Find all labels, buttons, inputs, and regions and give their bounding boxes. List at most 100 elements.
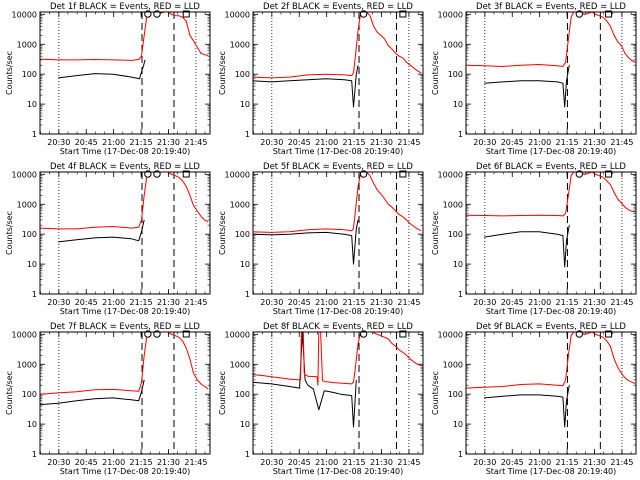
x-tick-label: 21:45 [610,138,633,147]
square-marker [605,170,613,178]
panel-title: Det 1f BLACK = Events, RED = LLD [50,2,200,12]
plot-frame [252,331,424,455]
plot-frame [39,11,211,135]
y-tick-label: 100 [448,70,463,79]
series-events [40,379,145,406]
y-tick-label: 1000 [17,360,37,369]
x-tick-label: 20:30 [47,298,70,307]
y-axis-label: Counts/sec [218,371,227,415]
y-tick-label: 1 [32,290,37,299]
y-tick-label: 10 [453,260,463,269]
x-axis-label: Start Time (17-Dec-08 20:19:40) [60,467,191,476]
y-tick-label: 1 [32,130,37,139]
plot-frame [252,171,424,295]
y-axis-label: Counts/sec [431,211,440,255]
x-tick-label: 21:30 [370,458,393,467]
y-tick-label: 10 [27,100,37,109]
panel-det-3: Det 3f BLACK = Events, RED = LLD 1 10 100 10… [431,2,637,156]
x-axis-label: Start Time (17-Dec-08 20:19:40) [60,147,191,156]
x-tick-label: 20:45 [501,298,524,307]
x-axis-label: Start Time (17-Dec-08 20:19:40) [486,147,617,156]
panel-det-9: Det 9f BLACK = Events, RED = LLD 1 10 100 10… [431,322,637,476]
x-tick-label: 21:45 [610,298,633,307]
x-tick-label: 20:30 [473,458,496,467]
y-tick-label: 10 [27,260,37,269]
panel-det-7: Det 7f BLACK = Events, RED = LLD 1 10 100 10… [5,322,211,476]
y-tick-label: 10000 [225,10,250,19]
y-axis-label: Counts/sec [431,51,440,95]
y-tick-label: 1000 [17,200,37,209]
panel-data-group [466,332,636,428]
panel-det-5: Det 5f BLACK = Events, RED = LLD 1 10 100 10… [218,162,424,316]
y-axis-label: Counts/sec [218,211,227,255]
y-axis-label: Counts/sec [5,51,14,95]
panel-det-8: Det 8f BLACK = Events, RED = LLD 1 10 100 10… [218,322,424,476]
y-tick-label: 1000 [230,360,250,369]
y-tick-label: 1 [245,450,250,459]
x-tick-label: 20:30 [260,298,283,307]
panel-title: Det 7f BLACK = Events, RED = LLD [50,322,200,332]
x-tick-label: 21:30 [583,298,606,307]
y-tick-label: 10000 [12,170,37,179]
y-tick-label: 10 [240,420,250,429]
x-tick-label: 21:30 [583,138,606,147]
plot-frame [465,171,637,295]
x-axis-label: Start Time (17-Dec-08 20:19:40) [273,467,404,476]
y-tick-label: 1 [245,290,250,299]
y-tick-label: 1 [245,130,250,139]
x-tick-label: 21:15 [343,138,366,147]
y-axis-label: Counts/sec [431,371,440,415]
y-tick-label: 100 [235,390,250,399]
x-tick-label: 20:45 [501,458,524,467]
x-tick-label: 20:45 [75,138,98,147]
y-tick-label: 10000 [225,330,250,339]
panel-title: Det 2f BLACK = Events, RED = LLD [263,2,413,12]
x-axis-label: Start Time (17-Dec-08 20:19:40) [486,307,617,316]
y-tick-label: 1 [458,290,463,299]
y-tick-label: 1000 [443,360,463,369]
y-tick-label: 10000 [12,10,37,19]
square-marker [182,170,190,178]
square-marker [605,10,613,18]
square-marker [182,10,190,18]
x-tick-label: 21:45 [184,298,207,307]
y-tick-label: 1000 [443,40,463,49]
y-axis-label: Counts/sec [218,51,227,95]
x-tick-label: 21:45 [184,138,207,147]
panel-title: Det 6f BLACK = Events, RED = LLD [476,162,626,172]
plot-frame [39,171,211,295]
series-lld [40,12,209,61]
y-tick-label: 1 [32,450,37,459]
x-tick-label: 20:45 [75,298,98,307]
y-tick-label: 100 [448,230,463,239]
x-tick-label: 21:15 [556,458,579,467]
x-tick-label: 21:30 [157,298,180,307]
y-tick-label: 1000 [17,40,37,49]
panel-data-group [40,172,209,243]
panel-title: Det 3f BLACK = Events, RED = LLD [476,2,626,12]
y-tick-label: 10000 [438,330,463,339]
x-tick-label: 20:30 [47,138,70,147]
series-events [484,65,570,108]
x-tick-label: 21:30 [583,458,606,467]
panel-title: Det 9f BLACK = Events, RED = LLD [476,322,626,332]
panel-data-group [466,172,636,268]
panel-data-group [253,172,422,265]
x-tick-label: 21:15 [556,138,579,147]
y-tick-label: 1 [458,450,463,459]
y-tick-label: 10000 [438,10,463,19]
x-tick-label: 21:00 [315,298,338,307]
x-tick-label: 20:30 [473,138,496,147]
panel-title: Det 5f BLACK = Events, RED = LLD [263,162,413,172]
x-tick-label: 20:45 [288,298,311,307]
y-tick-label: 10 [453,100,463,109]
x-tick-label: 21:00 [102,138,125,147]
x-tick-label: 20:45 [288,458,311,467]
square-marker [182,330,190,338]
y-tick-label: 10 [453,420,463,429]
series-lld [253,332,422,386]
series-lld [466,172,636,217]
x-tick-label: 21:30 [157,138,180,147]
